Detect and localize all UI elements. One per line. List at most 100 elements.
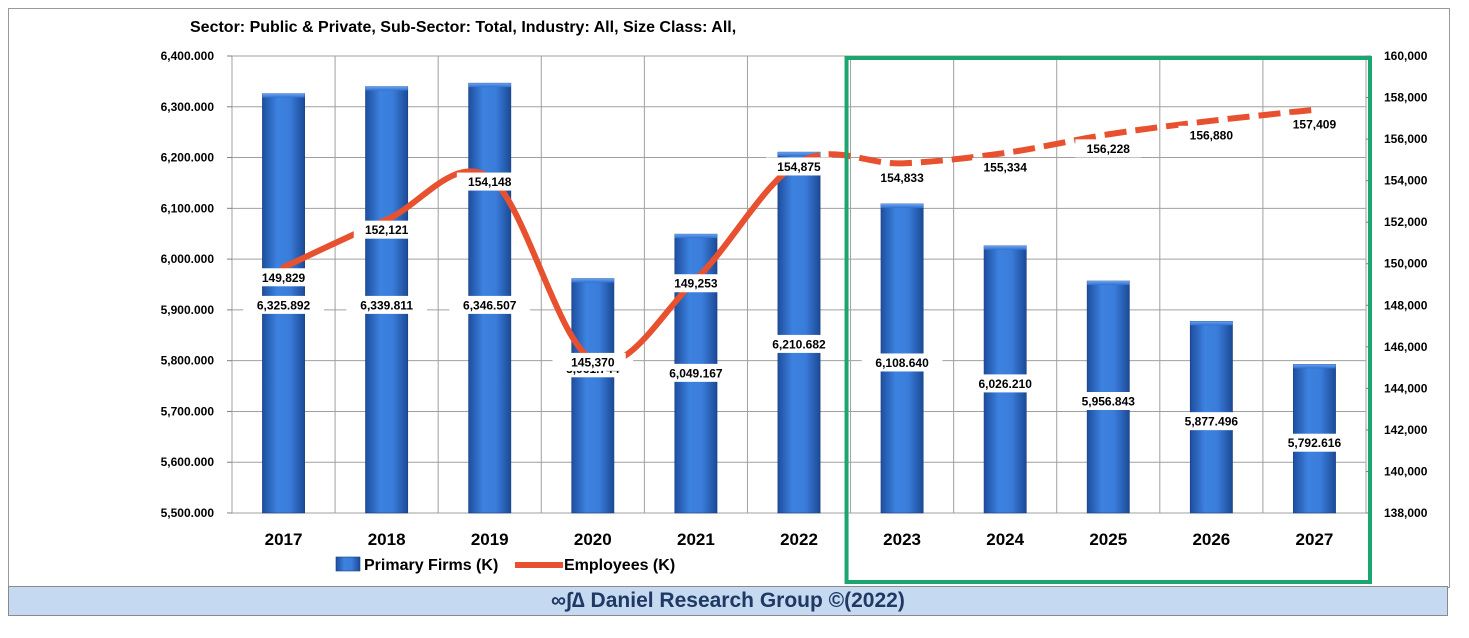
bar-label-2022-bg	[758, 334, 840, 353]
line-label-2027-bg	[1281, 114, 1348, 133]
line-label-2023: 154,833	[880, 171, 924, 185]
line-label-2017: 149,829	[262, 271, 306, 285]
line-label-2025: 156,228	[1087, 142, 1131, 156]
employees-line	[280, 106, 1315, 366]
bar-label-2018: 6,339.811	[360, 298, 413, 312]
bar-cap-2022	[777, 152, 821, 157]
bar-label-2018-bg	[346, 295, 427, 314]
legend-swatch-primary-firms	[335, 556, 361, 572]
bar-cap-2023	[880, 203, 924, 208]
bar-cap-2027	[1293, 364, 1336, 369]
x-tick-label: 2026	[1192, 530, 1230, 549]
bar-2022	[777, 151, 821, 514]
bar-cap-2020	[571, 278, 614, 283]
bar-label-2021: 6,049.167	[669, 366, 723, 380]
axes: 5,500.000 5,600.000 5,700.000 5,800.000 5,90…	[161, 49, 1428, 549]
bar-cap-2024	[984, 245, 1027, 250]
x-tick-label: 2017	[265, 530, 303, 549]
x-tick-label: 2022	[780, 530, 818, 549]
bar-label-2021-bg	[655, 363, 737, 382]
data-labels: 6,325.8926,339.8116,346.5075,961.7446,04…	[243, 114, 1355, 452]
bar-label-2019-bg	[449, 295, 531, 314]
line-label-2026: 156,880	[1190, 128, 1234, 142]
bar-label-2024: 6,026.210	[978, 377, 1032, 391]
x-tick-label: 2024	[986, 530, 1024, 549]
y-right-tick-label: 160,000	[1384, 49, 1428, 63]
y-right-tick-label: 138,000	[1384, 506, 1428, 520]
y-right-tick-label: 144,000	[1384, 381, 1428, 395]
legend: Primary Firms (K) Employees (K)	[335, 556, 675, 574]
line-label-2017-bg	[250, 268, 317, 287]
bar-label-2026-bg	[1171, 412, 1252, 431]
line-label-2022-bg	[766, 157, 832, 176]
employees-line-actual	[280, 159, 802, 366]
x-tick-label: 2027	[1296, 530, 1334, 549]
bar-label-2025-bg	[1067, 392, 1149, 411]
y-right-tick-label: 158,000	[1384, 91, 1428, 105]
forecast-highlight-box	[844, 56, 1372, 584]
line-label-2024-bg	[972, 157, 1039, 176]
y-right-tick-label: 150,000	[1384, 257, 1428, 271]
line-label-2020: 145,370	[571, 355, 615, 369]
x-tick-label: 2025	[1089, 530, 1127, 549]
y-left-tick-label: 6,000.000	[161, 252, 215, 266]
y-left-tick-label: 5,600.000	[161, 455, 215, 469]
y-right-tick-label: 154,000	[1384, 174, 1428, 188]
bar-label-2019: 6,346.507	[463, 298, 517, 312]
line-label-2021: 149,253	[674, 277, 718, 291]
line-label-2025-bg	[1075, 139, 1142, 158]
bar-2020	[571, 278, 615, 514]
bar-cap-2026	[1190, 321, 1233, 326]
y-right-tick-label: 146,000	[1384, 340, 1428, 354]
footer-text: ∞∫∆ Daniel Research Group ©(2022)	[551, 589, 905, 612]
x-tick-label: 2023	[883, 530, 921, 549]
y-left-tick-label: 6,400.000	[161, 49, 215, 63]
y-left-tick-label: 5,800.000	[161, 354, 215, 368]
y-right-tick-label: 148,000	[1384, 298, 1428, 312]
bar-label-2017: 6,325.892	[257, 298, 311, 312]
bar-label-2026: 5,877.496	[1185, 415, 1239, 429]
employees-line-forecast	[797, 106, 1315, 167]
x-tick-label: 2021	[677, 530, 715, 549]
line-label-2027: 157,409	[1293, 117, 1337, 131]
y-left-tick-label: 5,500.000	[161, 506, 215, 520]
line-label-2024: 155,334	[983, 160, 1027, 174]
bar-cap-2019	[468, 83, 511, 88]
bar-label-2027: 5,792.616	[1288, 436, 1342, 450]
y-right-tick-label: 142,000	[1384, 423, 1428, 437]
line-label-2019-bg	[456, 172, 523, 191]
y-left-tick-label: 6,200.000	[161, 151, 215, 165]
y-right-tick-label: 140,000	[1384, 464, 1428, 478]
y-left-tick-label: 5,700.000	[161, 404, 215, 418]
line-label-2021-bg	[663, 274, 729, 293]
y-right-tick-label: 156,000	[1384, 132, 1428, 146]
x-tick-label: 2018	[368, 530, 406, 549]
line-label-2022: 154,875	[777, 160, 821, 174]
line-label-2018: 152,121	[365, 223, 409, 237]
legend-label-employees: Employees (K)	[564, 557, 675, 574]
line-label-2018-bg	[353, 220, 420, 239]
bar-label-2023-bg	[861, 353, 943, 372]
bar-cap-2017	[262, 93, 305, 98]
bar-cap-2018	[365, 86, 408, 91]
footer-banner: ∞∫∆ Daniel Research Group ©(2022)	[8, 586, 1448, 616]
bar-label-2024-bg	[964, 374, 1046, 393]
bar-label-2023: 6,108.640	[875, 356, 929, 370]
bar-label-2022: 6,210.682	[772, 337, 826, 351]
y-left-tick-label: 6,100.000	[161, 201, 215, 215]
bar-label-2027-bg	[1274, 433, 1355, 452]
chart-title: Sector: Public & Private, Sub-Sector: To…	[190, 19, 736, 36]
bar-cap-2021	[674, 234, 718, 239]
bar-cap-2025	[1087, 281, 1130, 286]
x-tick-label: 2020	[574, 530, 612, 549]
y-right-tick-label: 152,000	[1384, 215, 1428, 229]
line-label-2026-bg	[1178, 125, 1245, 144]
bar-label-2025: 5,956.843	[1082, 395, 1136, 409]
line-label-2019: 154,148	[468, 175, 512, 189]
line-label-2020-bg	[559, 352, 626, 371]
line-label-2023-bg	[869, 168, 935, 187]
chart: Sector: Public & Private, Sub-Sector: To…	[161, 19, 1428, 584]
y-left-tick-label: 6,300.000	[161, 100, 215, 114]
x-tick-label: 2019	[471, 530, 509, 549]
y-left-tick-label: 5,900.000	[161, 303, 215, 317]
